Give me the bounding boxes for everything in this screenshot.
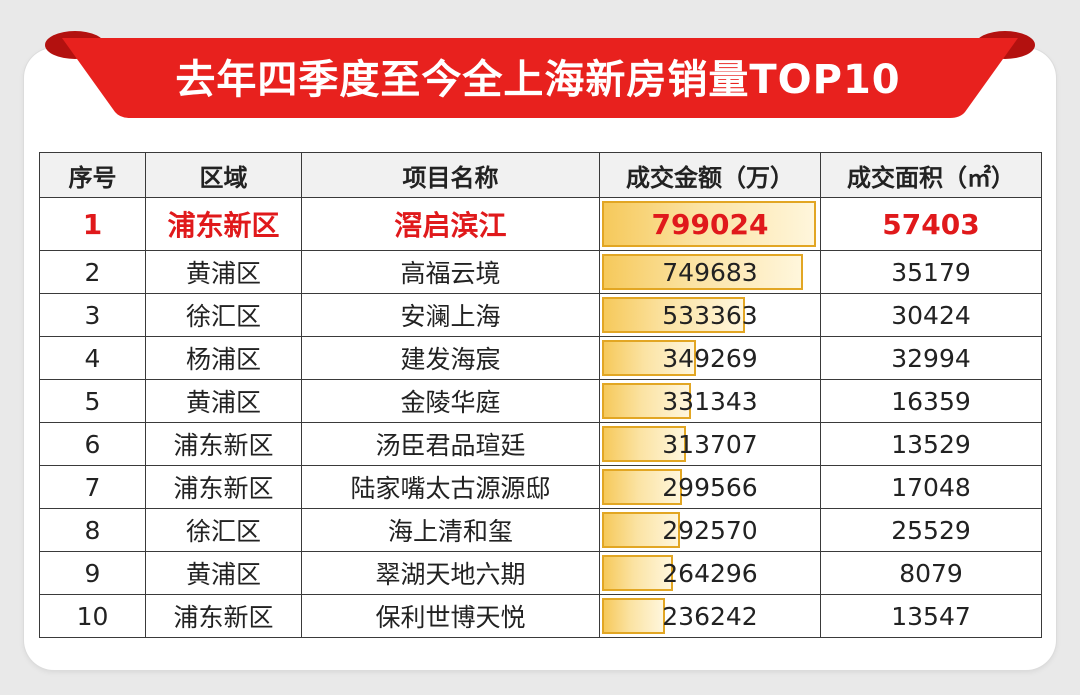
banner-shape bbox=[45, 31, 1035, 118]
table-row: 2 黄浦区 高福云境 749683 35179 bbox=[39, 250, 1042, 294]
cell-project: 安澜上海 bbox=[301, 293, 600, 337]
amount-bar bbox=[602, 512, 680, 548]
table-row: 3 徐汇区 安澜上海 533363 30424 bbox=[39, 293, 1042, 337]
cell-amount: 799024 bbox=[599, 197, 821, 251]
ranking-table: 序号 区域 项目名称 成交金额（万） 成交面积（㎡） 1 浦东新区 滘启滨江 7… bbox=[39, 152, 1042, 638]
amount-bar bbox=[602, 598, 665, 634]
cell-project: 翠湖天地六期 bbox=[301, 551, 600, 595]
header-district: 区域 bbox=[145, 152, 302, 198]
page-title: 去年四季度至今全上海新房销量TOP10 bbox=[175, 57, 901, 103]
cell-project: 高福云境 bbox=[301, 250, 600, 294]
cell-district: 黄浦区 bbox=[145, 551, 302, 595]
cell-area: 13529 bbox=[820, 422, 1042, 466]
table-row: 7 浦东新区 陆家嘴太古源源邸 299566 17048 bbox=[39, 465, 1042, 509]
cell-district: 黄浦区 bbox=[145, 379, 302, 423]
banner-ribbon bbox=[62, 38, 1018, 118]
header-amount: 成交金额（万） bbox=[599, 152, 821, 198]
cell-area: 35179 bbox=[820, 250, 1042, 294]
cell-area: 13547 bbox=[820, 594, 1042, 638]
table-header-row: 序号 区域 项目名称 成交金额（万） 成交面积（㎡） bbox=[39, 152, 1042, 198]
cell-area: 17048 bbox=[820, 465, 1042, 509]
amount-value: 299566 bbox=[662, 472, 758, 502]
cell-project: 陆家嘴太古源源邸 bbox=[301, 465, 600, 509]
amount-value: 349269 bbox=[662, 343, 758, 373]
table-row: 4 杨浦区 建发海宸 349269 32994 bbox=[39, 336, 1042, 380]
cell-rank: 6 bbox=[39, 422, 146, 466]
cell-area: 57403 bbox=[820, 197, 1042, 251]
table-row: 1 浦东新区 滘启滨江 799024 57403 bbox=[39, 197, 1042, 251]
amount-value: 264296 bbox=[662, 558, 758, 588]
amount-bar bbox=[602, 555, 673, 591]
cell-area: 32994 bbox=[820, 336, 1042, 380]
amount-value: 799024 bbox=[651, 207, 769, 241]
amount-value: 236242 bbox=[662, 601, 758, 631]
cell-rank: 1 bbox=[39, 197, 146, 251]
cell-rank: 3 bbox=[39, 293, 146, 337]
amount-bar bbox=[602, 254, 803, 290]
amount-bar bbox=[602, 297, 745, 333]
cell-rank: 8 bbox=[39, 508, 146, 552]
amount-value: 749683 bbox=[662, 257, 758, 287]
amount-value: 533363 bbox=[662, 300, 758, 330]
cell-rank: 4 bbox=[39, 336, 146, 380]
cell-amount: 749683 bbox=[599, 250, 821, 294]
table-row: 8 徐汇区 海上清和玺 292570 25529 bbox=[39, 508, 1042, 552]
cell-project: 保利世博天悦 bbox=[301, 594, 600, 638]
cell-rank: 5 bbox=[39, 379, 146, 423]
cell-district: 徐汇区 bbox=[145, 508, 302, 552]
cell-district: 浦东新区 bbox=[145, 197, 302, 251]
amount-value: 313707 bbox=[662, 429, 758, 459]
cell-district: 浦东新区 bbox=[145, 465, 302, 509]
cell-area: 8079 bbox=[820, 551, 1042, 595]
amount-value: 292570 bbox=[662, 515, 758, 545]
header-rank: 序号 bbox=[39, 152, 146, 198]
cell-amount: 299566 bbox=[599, 465, 821, 509]
amount-bar bbox=[602, 383, 691, 419]
cell-project: 金陵华庭 bbox=[301, 379, 600, 423]
amount-bar bbox=[602, 201, 816, 247]
cell-district: 浦东新区 bbox=[145, 422, 302, 466]
cell-rank: 10 bbox=[39, 594, 146, 638]
cell-area: 30424 bbox=[820, 293, 1042, 337]
cell-rank: 9 bbox=[39, 551, 146, 595]
amount-bar bbox=[602, 340, 696, 376]
amount-bar bbox=[602, 426, 686, 462]
cell-amount: 331343 bbox=[599, 379, 821, 423]
cell-project: 滘启滨江 bbox=[301, 197, 600, 251]
cell-area: 25529 bbox=[820, 508, 1042, 552]
table-row: 5 黄浦区 金陵华庭 331343 16359 bbox=[39, 379, 1042, 423]
cell-rank: 7 bbox=[39, 465, 146, 509]
header-project: 项目名称 bbox=[301, 152, 600, 198]
cell-amount: 264296 bbox=[599, 551, 821, 595]
cell-area: 16359 bbox=[820, 379, 1042, 423]
cell-project: 汤臣君品瑄廷 bbox=[301, 422, 600, 466]
cell-district: 黄浦区 bbox=[145, 250, 302, 294]
cell-district: 杨浦区 bbox=[145, 336, 302, 380]
cell-project: 建发海宸 bbox=[301, 336, 600, 380]
cell-amount: 533363 bbox=[599, 293, 821, 337]
amount-value: 331343 bbox=[662, 386, 758, 416]
header-area: 成交面积（㎡） bbox=[820, 152, 1042, 198]
cell-amount: 349269 bbox=[599, 336, 821, 380]
cell-project: 海上清和玺 bbox=[301, 508, 600, 552]
title-banner: 去年四季度至今全上海新房销量TOP10 bbox=[0, 0, 1080, 130]
cell-amount: 292570 bbox=[599, 508, 821, 552]
amount-bar bbox=[602, 469, 682, 505]
table-row: 10 浦东新区 保利世博天悦 236242 13547 bbox=[39, 594, 1042, 638]
table-row: 9 黄浦区 翠湖天地六期 264296 8079 bbox=[39, 551, 1042, 595]
cell-amount: 236242 bbox=[599, 594, 821, 638]
cell-district: 徐汇区 bbox=[145, 293, 302, 337]
cell-amount: 313707 bbox=[599, 422, 821, 466]
cell-district: 浦东新区 bbox=[145, 594, 302, 638]
table-row: 6 浦东新区 汤臣君品瑄廷 313707 13529 bbox=[39, 422, 1042, 466]
cell-rank: 2 bbox=[39, 250, 146, 294]
